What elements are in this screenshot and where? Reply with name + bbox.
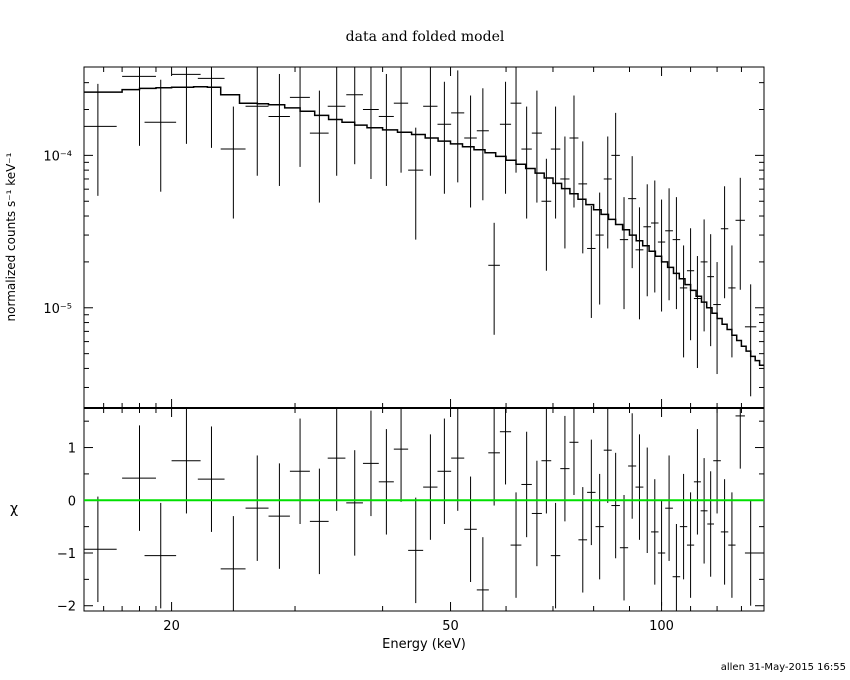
tick-label-layer: 20 50 100 10⁻⁴ 10⁻⁵ 1 0 −1 −2	[43, 149, 674, 634]
chi-tick-label: 1	[68, 442, 76, 457]
model-layer	[84, 85, 764, 366]
y-tick-label: 10⁻⁵	[43, 302, 72, 317]
chi-tick-label: −1	[57, 547, 76, 562]
footer-stamp: allen 31-May-2015 16:55	[720, 662, 846, 673]
chart-title: data and folded model	[345, 29, 505, 45]
chi-tick-label: 0	[68, 494, 76, 509]
x-tick-label: 50	[442, 619, 459, 634]
x-axis-label: Energy (keV)	[382, 637, 466, 652]
chi-tick-label: −2	[57, 600, 76, 615]
residual-layer	[84, 408, 764, 611]
x-tick-label: 20	[163, 619, 180, 634]
x-tick-label: 100	[649, 619, 674, 634]
y-tick-label: 10⁻⁴	[43, 149, 72, 164]
model-step-line	[84, 85, 764, 366]
bottom-y-axis-label: χ	[10, 501, 18, 517]
top-y-axis-label: normalized counts s⁻¹ keV⁻¹	[4, 152, 18, 321]
data-layer	[84, 67, 757, 397]
